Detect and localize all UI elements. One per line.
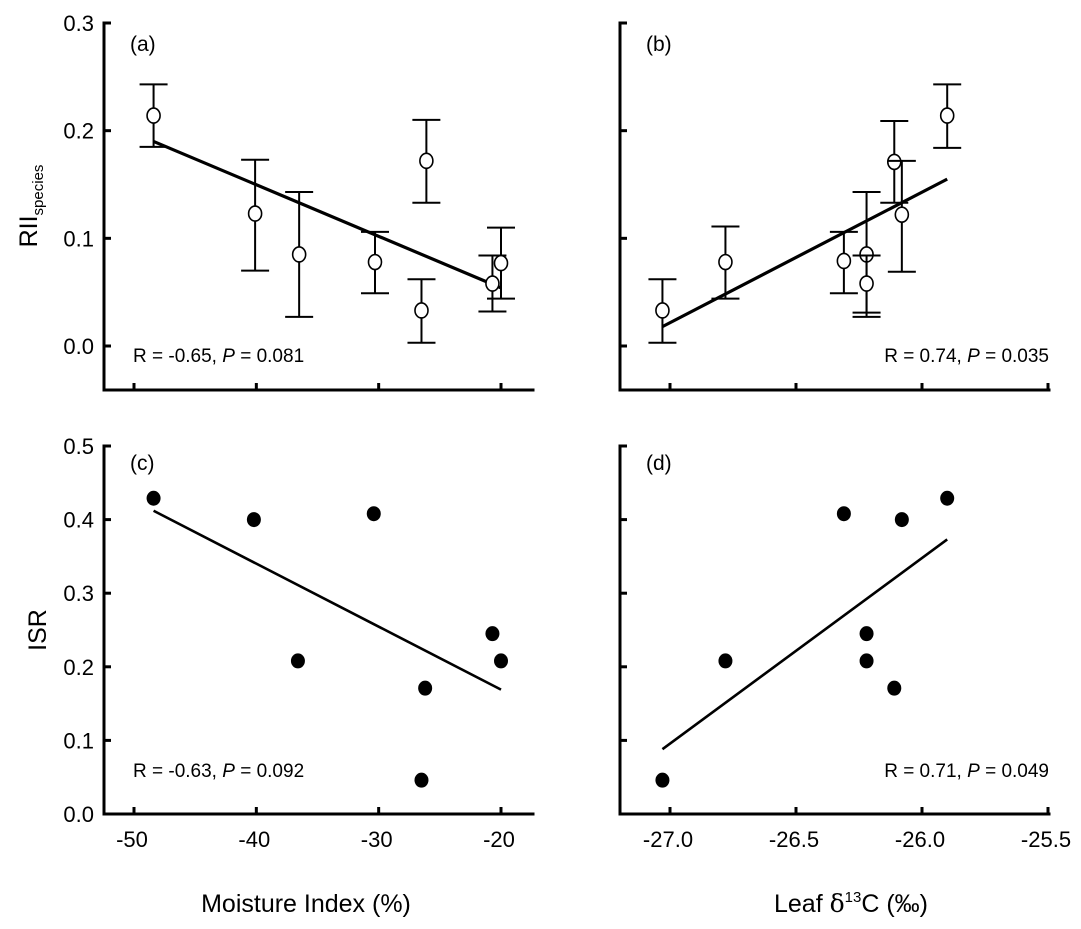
- data-point-b: [894, 206, 910, 223]
- data-point-a: [291, 246, 307, 263]
- data-point-d: [836, 506, 851, 522]
- stat-c-suffix: = 0.092: [235, 761, 304, 782]
- panel-label-b: (b): [646, 33, 672, 56]
- stat-text-a: R = -0.65, P = 0.081: [133, 346, 304, 367]
- y-tick-label-c: 0.5: [63, 434, 94, 459]
- data-point-d: [718, 653, 733, 669]
- data-point-a: [146, 107, 161, 124]
- regression-line-b: [661, 177, 948, 329]
- x-tick-label-d: -27.0: [643, 827, 693, 852]
- data-point-b: [655, 302, 670, 319]
- x-tick-label-c: -20: [483, 827, 515, 852]
- data-point-a: [419, 152, 434, 170]
- data-point-d: [859, 626, 874, 642]
- y-axis-title-c: ISR: [24, 609, 52, 651]
- data-point-c: [246, 512, 261, 528]
- data-point-d: [859, 653, 874, 669]
- stat-d-p: P: [967, 761, 980, 782]
- stat-c-p: P: [222, 761, 235, 782]
- data-point-a: [485, 275, 500, 292]
- data-point-c: [485, 626, 500, 642]
- stat-b-p: P: [967, 346, 980, 367]
- panel-a: (a) RIIspecies R = -0.65, P = 0.081 0.0 0…: [15, 11, 535, 392]
- data-point-d: [940, 490, 955, 506]
- x-axis-title-d-post: C (‰): [861, 890, 928, 918]
- regression-line-a: [152, 139, 502, 290]
- data-point-d: [887, 680, 902, 696]
- stat-text-c: R = -0.63, P = 0.092: [133, 761, 304, 782]
- data-point-c: [414, 772, 429, 788]
- y-tick-label-a: 0.3: [63, 11, 94, 36]
- x-tick-label-c: -40: [238, 827, 270, 852]
- x-tick-label-c: -50: [116, 827, 148, 852]
- data-point-b: [886, 153, 902, 171]
- stat-a-p: P: [222, 346, 235, 367]
- y-tick-label-c: 0.4: [63, 508, 94, 533]
- regression-line-c: [152, 509, 502, 691]
- data-point-a: [414, 302, 429, 319]
- stat-b-prefix: R = 0.74,: [884, 346, 967, 367]
- data-point-c: [494, 653, 508, 669]
- x-tick-label-d: -26.0: [895, 827, 945, 852]
- stat-a-prefix: R = -0.65,: [133, 346, 222, 367]
- x-tick-label-d: -25.5: [1021, 827, 1071, 852]
- data-point-d: [894, 512, 909, 528]
- data-point-a: [247, 205, 263, 222]
- x-axis-title-d-pre: Leaf: [774, 890, 830, 918]
- stat-text-d: R = 0.71, P = 0.049: [884, 761, 1049, 782]
- y-axis-title-a-main: RII: [15, 215, 43, 247]
- x-axis-title-d-sup: 13: [845, 889, 862, 906]
- data-point-b: [836, 252, 852, 270]
- x-axis-title-d: Leaf δ13C (‰): [774, 889, 928, 918]
- stat-b-suffix: = 0.035: [980, 346, 1049, 367]
- y-tick-label-a: 0.1: [63, 226, 94, 251]
- data-point-b: [939, 107, 955, 124]
- data-point-c: [418, 680, 433, 696]
- data-point-b: [859, 275, 874, 292]
- stat-d-suffix: = 0.049: [980, 761, 1049, 782]
- x-axis-title-c: Moisture Index (%): [201, 890, 411, 918]
- y-tick-label-a: 0.2: [63, 119, 94, 144]
- y-axis-title-a: RIIspecies: [15, 165, 47, 248]
- stat-a-suffix: = 0.081: [235, 346, 304, 367]
- panel-c: (c) ISR R = -0.63, P = 0.092 Moisture In…: [24, 434, 535, 918]
- y-tick-label-c: 0.1: [63, 728, 94, 753]
- x-tick-label-d: -26.5: [769, 827, 819, 852]
- panel-label-d: (d): [646, 452, 672, 475]
- x-tick-label-c: -30: [361, 827, 393, 852]
- data-point-c: [146, 490, 161, 506]
- data-point-b: [718, 253, 733, 271]
- y-tick-label-c: 0.3: [63, 581, 94, 606]
- regression-line-d: [661, 538, 948, 751]
- stat-d-prefix: R = 0.71,: [884, 761, 967, 782]
- y-axis-title-a-subscript: species: [30, 165, 47, 216]
- panel-label-c: (c): [130, 452, 155, 475]
- data-point-a: [367, 253, 383, 271]
- data-point-c: [290, 653, 305, 669]
- data-point-a: [493, 254, 509, 272]
- panel-b: (b) R = 0.74, P = 0.035: [618, 21, 1051, 392]
- x-axis-title-d-delta: δ: [830, 889, 845, 918]
- stat-c-prefix: R = -0.63,: [133, 761, 222, 782]
- panel-d: (d) R = 0.71, P = 0.049 Leaf δ13C (‰) -2…: [618, 444, 1071, 918]
- y-tick-label-a: 0.0: [63, 334, 94, 359]
- panel-label-a: (a): [130, 33, 156, 56]
- data-point-c: [366, 506, 381, 522]
- stat-text-b: R = 0.74, P = 0.035: [884, 346, 1049, 367]
- data-point-d: [655, 772, 670, 788]
- y-tick-label-c: 0.0: [63, 802, 94, 827]
- y-tick-label-c: 0.2: [63, 655, 94, 680]
